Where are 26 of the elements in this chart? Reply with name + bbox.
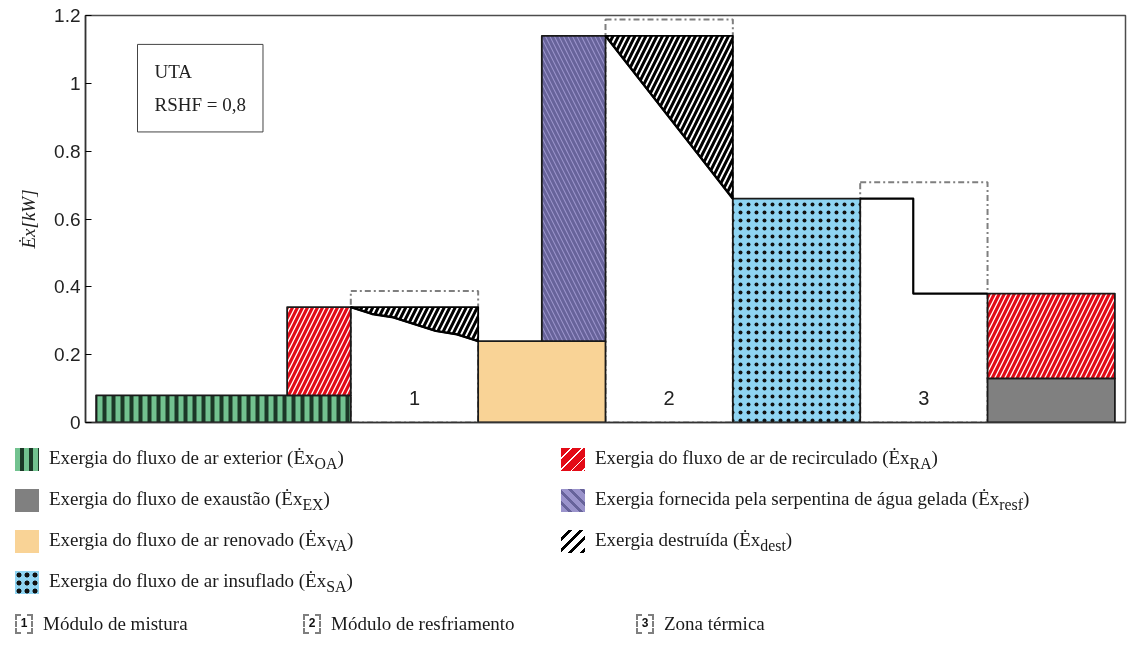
y-axis-title: Ėx[kW] [18,189,40,250]
legend-label: Exergia destruída (Ėx$_{dest}$) [595,527,793,556]
text: Módulo de resfriamento [331,611,515,636]
y-tick-label: 0.6 [54,208,81,230]
y-tick-label: 0.8 [54,140,81,162]
legend-label: Exergia fornecida pela serpentina de água gelada (Ėx$_{resf}$) [595,486,1030,515]
text: 3 [641,615,649,630]
annotation: UTA [154,61,193,83]
text: 1 [20,615,28,630]
text: Módulo de mistura [43,611,188,636]
legend-label: Exergia do fluxo de ar insuflado (Ėx$_{SA}$) [49,568,353,597]
y-tick-label: 1 [69,72,81,94]
legend-label: Exergia do fluxo de exaustão (Ėx$_{EX}$) [49,486,330,515]
legend-label: Exergia do fluxo de ar exterior (Ėx$_{OA}$) [49,445,344,474]
text: 2 [308,615,316,630]
y-tick-label: 0.4 [54,276,81,298]
y-tick-label: 1.2 [54,5,81,26]
y-tick-label: 0 [69,412,81,433]
legend-label: Exergia do fluxo de ar renovado (Ėx$_{VA}$) [49,527,354,556]
y-tick-label: 0.2 [54,344,81,366]
annotation: 1 [408,387,421,410]
annotation: 2 [663,387,675,410]
text: Zona térmica [664,611,765,636]
annotation: 3 [918,387,930,410]
annotation: RSHF = 0,8 [154,93,246,115]
legend-label: Exergia do fluxo de ar de recirculado (Ėx$_{RA}$) [595,445,938,474]
